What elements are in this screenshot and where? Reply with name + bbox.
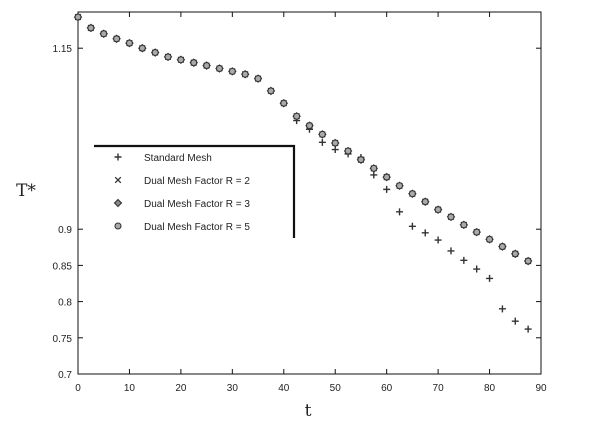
x-axis-label: t xyxy=(305,401,312,421)
y-tick-label: 0.75 xyxy=(53,334,73,345)
data-point xyxy=(511,317,519,325)
data-point xyxy=(203,62,211,70)
data-point xyxy=(267,87,275,95)
legend-label: Dual Mesh Factor R = 3 xyxy=(144,199,250,210)
data-point xyxy=(486,274,494,282)
data-point xyxy=(254,75,262,83)
legend-marker xyxy=(113,198,123,208)
data-point xyxy=(460,256,468,264)
data-point xyxy=(215,64,224,73)
x-tick-label: 30 xyxy=(227,383,239,394)
data-point xyxy=(357,156,365,164)
data-point xyxy=(138,44,146,52)
x-tick-label: 90 xyxy=(535,383,547,394)
x-tick-label: 0 xyxy=(75,383,81,394)
data-point xyxy=(434,236,442,244)
data-point xyxy=(434,206,442,214)
x-tick-label: 60 xyxy=(381,383,393,394)
data-point xyxy=(447,213,455,221)
y-tick-label: 0.8 xyxy=(58,298,72,309)
legend-marker xyxy=(114,153,122,161)
y-axis-label: T* xyxy=(16,181,36,201)
y-tick-label: 0.9 xyxy=(58,225,72,236)
x-tick-label: 10 xyxy=(124,383,136,394)
data-point xyxy=(383,173,391,181)
data-point xyxy=(421,229,429,237)
data-point xyxy=(318,130,326,138)
data-point xyxy=(460,221,468,229)
legend-label: Dual Mesh Factor R = 5 xyxy=(144,222,250,233)
legend-border xyxy=(94,144,296,238)
data-point xyxy=(74,13,82,21)
data-point xyxy=(408,190,416,198)
x-tick-label: 50 xyxy=(330,383,342,394)
data-point xyxy=(305,122,314,130)
data-point xyxy=(524,325,532,333)
data-point xyxy=(318,138,326,146)
legend-entry: Dual Mesh Factor R = 2 xyxy=(114,176,250,187)
x-tick-label: 40 xyxy=(278,383,290,394)
data-point xyxy=(524,257,532,265)
plot-area-border xyxy=(77,11,542,375)
data-point xyxy=(177,56,185,64)
x-tick-label: 80 xyxy=(484,383,496,394)
data-point xyxy=(344,147,352,155)
data-point xyxy=(486,235,494,243)
data-point xyxy=(228,67,236,75)
data-point xyxy=(190,59,198,67)
data-point xyxy=(331,139,339,147)
legend-marker xyxy=(114,222,122,230)
data-point xyxy=(293,112,301,120)
data-point xyxy=(370,164,378,172)
data-markers xyxy=(73,12,533,333)
data-point xyxy=(125,39,133,47)
data-point xyxy=(498,243,506,251)
legend-entry: Dual Mesh Factor R = 3 xyxy=(113,198,250,210)
data-point xyxy=(511,250,519,258)
data-point xyxy=(113,35,121,43)
data-point xyxy=(473,228,481,236)
plot-frame xyxy=(77,11,542,375)
legend-label: Standard Mesh xyxy=(144,153,212,164)
y-tick-label: 1.15 xyxy=(53,44,73,55)
data-point xyxy=(447,247,455,255)
data-point xyxy=(280,99,288,107)
data-point xyxy=(100,30,108,38)
data-point xyxy=(395,182,404,190)
legend-label: Dual Mesh Factor R = 2 xyxy=(144,176,250,187)
data-point xyxy=(498,305,506,313)
x-tick-label: 20 xyxy=(175,383,187,394)
data-point xyxy=(421,198,429,206)
data-point xyxy=(408,222,416,230)
legend-marker xyxy=(114,176,122,184)
legend-box xyxy=(94,146,294,238)
data-point xyxy=(87,24,95,32)
series-4 xyxy=(74,13,532,265)
data-point xyxy=(473,265,481,273)
x-axis-ticks: 0 10 20 30 40 50 60 70 80 90 xyxy=(75,12,547,394)
x-tick-label: 70 xyxy=(433,383,445,394)
data-point xyxy=(241,70,249,78)
data-point xyxy=(383,185,391,193)
data-point xyxy=(396,208,404,216)
data-point xyxy=(164,53,172,61)
y-axis-ticks: 0.7 0.75 0.8 0.85 0.9 1.15 xyxy=(53,44,541,381)
legend-entry: Dual Mesh Factor R = 5 xyxy=(114,222,250,233)
data-point xyxy=(151,48,159,57)
y-tick-label: 0.85 xyxy=(53,261,73,272)
legend: Standard Mesh Dual Mesh Factor R = 2 Dual … xyxy=(94,144,296,238)
y-tick-label: 0.7 xyxy=(58,370,72,381)
legend-entry: Standard Mesh xyxy=(114,153,212,164)
